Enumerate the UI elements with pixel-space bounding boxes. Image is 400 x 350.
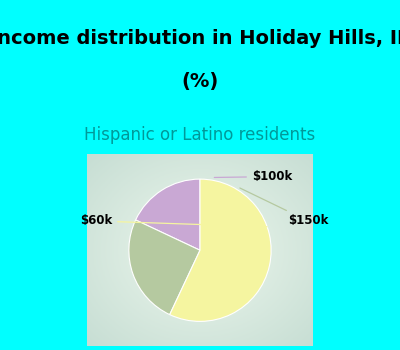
Wedge shape [136,179,200,250]
Text: $150k: $150k [240,188,328,228]
Text: Hispanic or Latino residents: Hispanic or Latino residents [84,126,316,144]
Wedge shape [129,220,200,315]
Wedge shape [170,179,271,321]
Text: (%): (%) [181,72,219,91]
Text: $60k: $60k [80,215,267,228]
Text: $100k: $100k [214,170,292,183]
Text: Income distribution in Holiday Hills, IL: Income distribution in Holiday Hills, IL [0,29,400,48]
